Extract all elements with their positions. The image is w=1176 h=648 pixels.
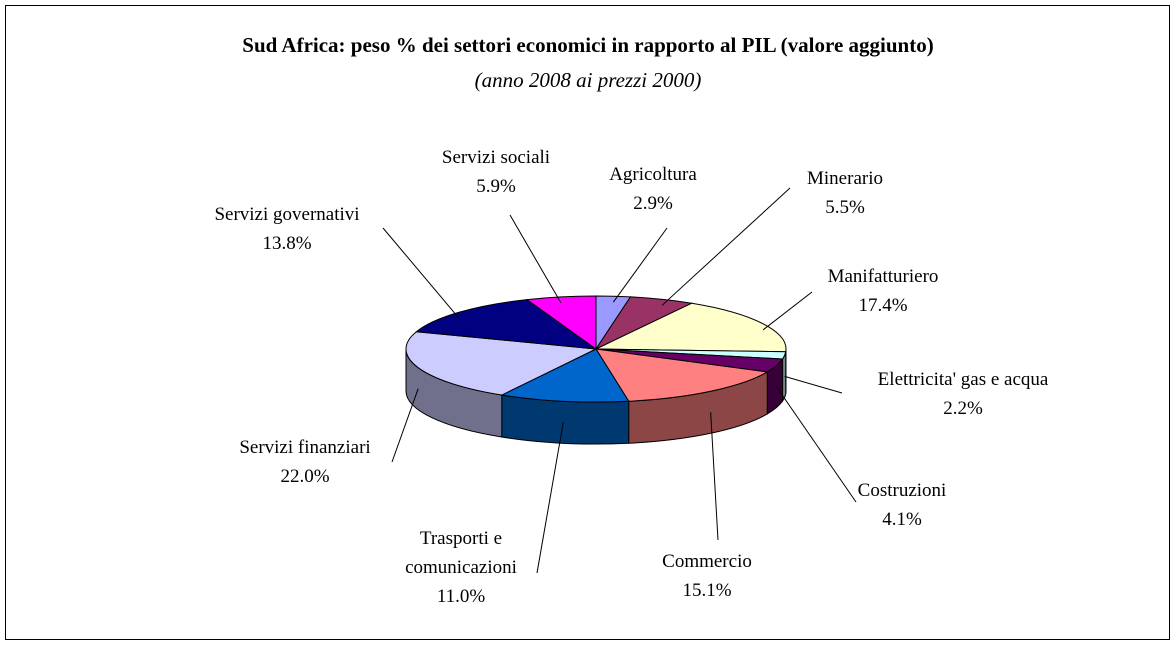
- leader-line: [710, 412, 719, 541]
- leader-line: [509, 214, 562, 304]
- leader-line: [612, 227, 668, 303]
- data-label-value: 2.9%: [633, 193, 673, 214]
- leader-line: [784, 375, 843, 394]
- data-label: Servizi finanziari 22.0%: [239, 433, 370, 491]
- pie-slice: [500, 348, 630, 403]
- data-label-name: Minerario: [807, 168, 883, 189]
- leader-line: [762, 291, 813, 331]
- data-label-value: 17.4%: [858, 295, 908, 316]
- data-label-name: Servizi governativi: [214, 204, 360, 225]
- data-label: Manifatturiero 17.4%: [828, 262, 939, 320]
- pie-slice: [595, 348, 769, 402]
- data-label: Agricoltura 2.9%: [609, 160, 697, 218]
- pie-slice: [595, 302, 787, 353]
- leader-line: [536, 422, 564, 574]
- data-label-value: 5.9%: [476, 176, 516, 197]
- data-label-name: Costruzioni: [857, 480, 947, 501]
- leader-line: [775, 386, 857, 503]
- data-label-value: 5.5%: [825, 197, 865, 218]
- data-label-value: 15.1%: [682, 580, 732, 601]
- data-label: Servizi sociali 5.9%: [442, 143, 550, 201]
- data-label-name: Servizi finanziari: [239, 437, 371, 458]
- leader-line: [661, 187, 791, 306]
- leader-line: [391, 388, 419, 463]
- data-label-value: 2.2%: [943, 398, 983, 419]
- pie-slice: [525, 295, 597, 350]
- data-label: Elettricita' gas e acqua 2.2%: [878, 365, 1049, 423]
- data-label-name: Commercio: [662, 551, 752, 572]
- data-label-name: Trasporti e comunicazioni: [405, 528, 517, 578]
- data-label-value: 11.0%: [436, 586, 486, 607]
- chart-subtitle: (anno 2008 ai prezzi 2000): [474, 68, 702, 92]
- data-label-name: Manifatturiero: [827, 266, 939, 287]
- data-label: Commercio 15.1%: [662, 547, 752, 605]
- data-label: Minerario 5.5%: [807, 164, 883, 222]
- data-label-name: Servizi sociali: [441, 147, 551, 168]
- data-label-name: Agricoltura: [609, 164, 697, 185]
- leader-line: [382, 227, 460, 319]
- data-label: Servizi governativi 13.8%: [214, 200, 359, 258]
- pie-slice: [405, 331, 598, 396]
- data-label-name: Elettricita' gas e acqua: [877, 369, 1049, 390]
- data-label: Costruzioni 4.1%: [858, 476, 947, 534]
- data-label-value: 22.0%: [280, 466, 330, 487]
- data-label-value: 4.1%: [882, 509, 922, 530]
- data-label-value: 13.8%: [262, 233, 312, 254]
- chart-title: Sud Africa: peso % dei settori economici…: [242, 33, 934, 57]
- data-label: Trasporti e comunicazioni 11.0%: [391, 524, 531, 611]
- pie-slice: [415, 299, 598, 350]
